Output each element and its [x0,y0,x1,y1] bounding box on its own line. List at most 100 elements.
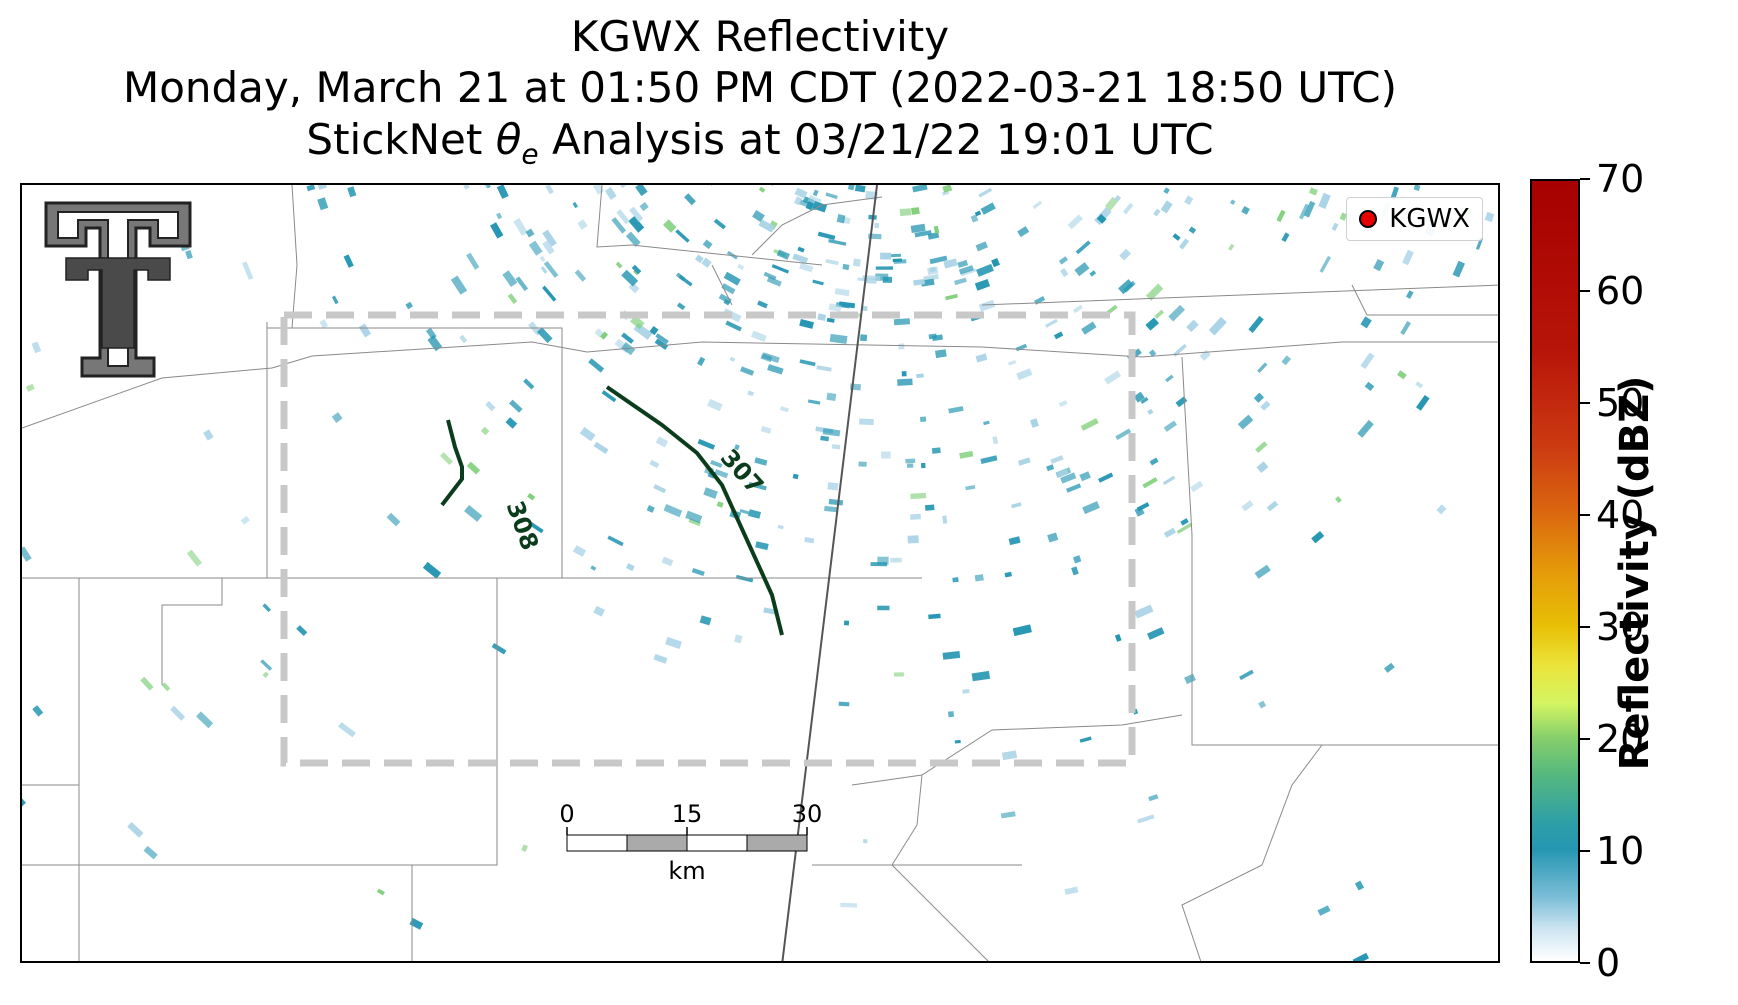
echo-cell [1266,500,1279,512]
echo-cell [1081,321,1097,335]
echo-cell [1148,794,1159,802]
echo-cell [702,239,713,250]
echo-cell [1360,316,1372,329]
echo-cell [507,293,518,305]
title-line-3-prefix: StickNet [306,115,496,164]
echo-cell [466,461,481,475]
echo-cell [127,822,144,838]
legend-label: KGWX [1389,204,1470,234]
echo-cell [1145,317,1159,331]
echo-cell [959,450,974,459]
echo-cell [838,301,856,309]
echo-cell [1082,501,1100,515]
echo-cell [1058,400,1068,408]
echo-cell [464,504,483,522]
echo-cell [1184,195,1194,206]
theta-subscript: e [521,137,539,171]
echo-cell [422,561,442,579]
echo-cell [910,223,926,234]
echo-cell [892,258,903,262]
echo-cell [593,441,609,454]
echo-cell [1416,394,1430,411]
echo-cell [1017,226,1030,238]
echo-cell [954,739,961,744]
echo-cell [1484,211,1495,223]
echo-cell [740,366,755,376]
echo-cell [1413,185,1421,192]
echo-cell [1390,186,1399,200]
echo-cell [975,241,988,252]
echo-cell [1254,564,1271,579]
echo-cell [577,219,588,230]
echo-cell [958,265,974,275]
echo-cell [343,254,354,268]
echo-cell [505,417,518,429]
echo-cell [572,201,579,209]
echo-cell [1241,205,1250,215]
echo-cell [684,193,696,206]
colorbar-tick-mark [1580,178,1590,180]
echo-cell [1190,480,1204,493]
echo-cell [847,185,855,191]
title-line-2: Monday, March 21 at 01:50 PM CDT (2022-0… [122,63,1398,112]
echo-cell [1248,315,1264,333]
echo-cell [734,444,740,451]
echo-cell [942,515,948,524]
echo-cell [910,492,927,500]
echo-cell [735,574,754,583]
echo-cell [317,197,329,211]
echo-cell [804,537,815,544]
echo-cell [924,504,935,511]
echo-cell [542,229,557,247]
echo-cell [1017,457,1031,466]
texas-tech-logo [44,201,192,378]
echo-cell [799,262,814,273]
echo-cell [1089,270,1097,277]
scale-bar: 0 15 30 km [559,800,822,885]
echo-cell [721,283,736,295]
echo-cell [824,505,839,513]
echo-cell [755,541,769,551]
echo-cell [170,705,186,721]
echo-cell [1145,283,1164,301]
radar-site-marker-icon [1359,210,1378,228]
echo-cell [763,271,777,281]
echo-cell [621,332,634,344]
echo-cell [1357,419,1374,438]
echo-cell [1308,187,1318,196]
colorbar-tick-label: 20 [1596,717,1645,761]
echo-cell [877,605,890,611]
echo-cell [459,334,468,344]
colorbar-tick-mark [1580,514,1590,516]
echo-cell [688,518,701,527]
echo-cell [723,299,731,306]
echo-cell [1147,408,1154,415]
echo-cell [22,791,26,807]
echo-cell [771,264,790,274]
echo-cell [805,201,814,211]
echo-cell [945,293,958,301]
contour-label-308: 308 [501,497,544,554]
echo-cell [485,401,496,412]
echo-cell [1260,400,1271,411]
echo-cell [628,282,640,294]
echo-cell [574,269,587,282]
echo-cell [1072,555,1082,564]
map-panel[interactable]: 308 307 0 15 30 km KGWX [20,183,1500,963]
echo-cell [842,263,850,271]
echo-cell [1160,200,1173,214]
echo-cell [1299,203,1309,220]
echo-cell [653,653,668,664]
echo-cell [676,302,686,311]
echo-cell [1253,392,1264,403]
echo-cell [621,269,639,287]
echo-cell [1258,700,1267,709]
echo-cell [1148,349,1157,357]
echo-cell [661,556,674,567]
echo-cell [542,285,557,302]
echo-cell [792,473,799,480]
echo-cell [663,219,677,233]
echo-cell [1436,504,1447,515]
echo-cell [1303,200,1316,218]
echo-cell [943,258,958,269]
